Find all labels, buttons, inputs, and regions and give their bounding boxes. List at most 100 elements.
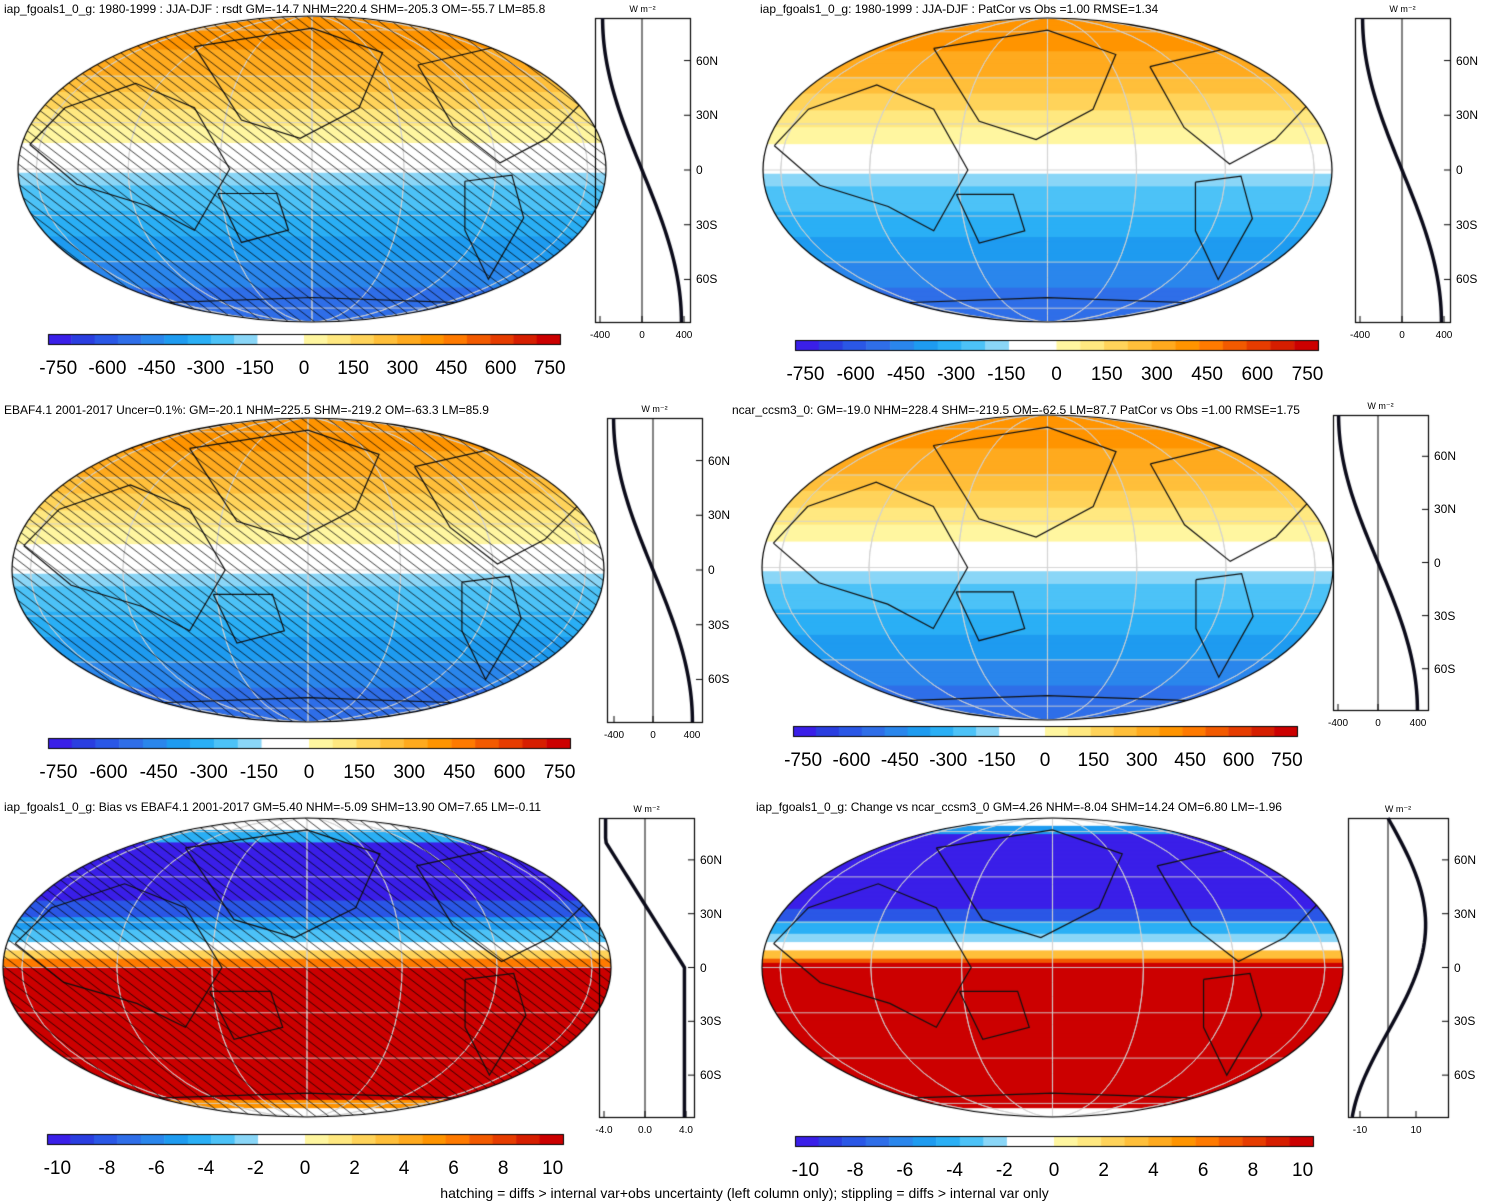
colorbar-tick-label: -2	[995, 1160, 1013, 1181]
colorbar-tick-label: 150	[1090, 364, 1123, 385]
colorbar-tick-label: -600	[88, 358, 127, 379]
colorbar-tick-label: -8	[98, 1158, 116, 1179]
figure-footer: hatching = diffs > internal var+obs unce…	[440, 1185, 1049, 1201]
colorbar-tick-label: 0	[1051, 364, 1062, 385]
colorbar-tick-label: -450	[886, 364, 925, 385]
profile-x-tick-label: -4.0	[595, 1125, 613, 1136]
colorbar-tick-label: 2	[349, 1158, 360, 1179]
colorbar-tick-label: -300	[189, 762, 228, 783]
profile-y-tick-label: 60S	[700, 1068, 722, 1083]
colorbar-tick-label: -600	[836, 364, 875, 385]
profile-y-tick-label: 60N	[1434, 449, 1457, 464]
profile-unit-label: W m⁻²	[629, 4, 656, 14]
profile-unit-label: W m⁻²	[1389, 4, 1416, 14]
profile-y-tick-label: 30S	[1456, 217, 1478, 232]
profile-x-tick-label: 0	[1375, 718, 1381, 729]
colorbar-tick-label: 750	[1291, 364, 1324, 385]
colorbar-tick-label: -300	[937, 364, 976, 385]
profile-x-tick-label: -10	[1352, 1125, 1368, 1136]
profile-unit-label: W m⁻²	[633, 804, 660, 814]
colorbar-tick-label: 750	[1271, 750, 1303, 771]
colorbar-tick-label: 8	[1247, 1160, 1259, 1181]
profile-x-tick-label: 400	[675, 330, 693, 341]
profile-x-tick-label: 400	[1435, 330, 1453, 341]
colorbar-tick-label: -8	[846, 1160, 864, 1181]
profile-x-tick-label: 10	[1410, 1125, 1422, 1136]
colorbar-tick-label: 6	[448, 1158, 459, 1179]
profile-y-tick-label: 60S	[1456, 272, 1478, 287]
colorbar-tick-label: -10	[43, 1158, 72, 1179]
colorbar-tick-label: 0	[298, 358, 310, 379]
profile-y-tick-label: 60S	[1454, 1068, 1476, 1083]
colorbar-tick-label: 8	[497, 1158, 509, 1179]
colorbar-tick-label: 300	[393, 762, 426, 783]
colorbar-tick-label: -2	[247, 1158, 264, 1179]
profile-x-tick-label: -400	[603, 730, 624, 741]
profile-y-tick-label: 30N	[696, 108, 719, 123]
colorbar-tick-label: 450	[435, 358, 468, 379]
colorbar-tick-label: -300	[186, 358, 225, 379]
profile-unit-label: W m⁻²	[641, 404, 668, 414]
colorbar-tick-label: -150	[235, 358, 274, 379]
colorbar-tick-label: -750	[39, 358, 78, 379]
colorbar-tick-label: 6	[1197, 1160, 1209, 1181]
colorbar-tick-label: 0	[1048, 1160, 1060, 1181]
profile-y-tick-label: 30S	[696, 217, 718, 232]
colorbar-tick-label: 300	[1125, 750, 1158, 771]
profile-y-tick-label: 30N	[1434, 502, 1457, 517]
colorbar-tick-label: 10	[1292, 1160, 1314, 1181]
profile-y-tick-label: 30N	[708, 508, 731, 523]
colorbar-tick-label: -4	[946, 1160, 963, 1181]
colorbar-tick-label: 0	[1039, 750, 1051, 771]
profile-x-tick-label: 4.0	[679, 1125, 693, 1136]
profile-x-tick-label: 0.0	[638, 1125, 652, 1136]
profile-y-tick-label: 0	[696, 163, 703, 177]
colorbar-tick-label: 450	[443, 762, 476, 783]
profile-x-tick-label: 0	[650, 730, 656, 741]
profile-x-tick-label: 0	[1399, 330, 1405, 341]
colorbar-tick-label: 300	[1141, 364, 1173, 385]
colorbar-tick-label: 450	[1174, 750, 1206, 771]
colorbar-tick-label: 600	[493, 762, 526, 783]
profile-y-tick-label: 60S	[708, 672, 730, 687]
profile-unit-label: W m⁻²	[1384, 804, 1412, 814]
profile-y-tick-label: 60N	[1454, 852, 1477, 867]
panel-title-1: iap_fgoals1_0_g: 1980-1999 : JJA-DJF : r…	[4, 2, 546, 16]
colorbar-tick-label: -150	[239, 762, 278, 783]
colorbar-tick-label: -10	[791, 1160, 820, 1181]
colorbar-tick-label: 2	[1098, 1160, 1109, 1181]
colorbar-tick-label: -600	[832, 750, 871, 771]
profile-y-tick-label: 30S	[708, 617, 730, 632]
profile-x-tick-label: 0	[639, 330, 645, 341]
profile-y-tick-label: 60N	[708, 453, 731, 468]
colorbar-tick-label: 600	[1222, 750, 1255, 771]
profile-unit-label: W m⁻²	[1367, 401, 1394, 411]
colorbar-tick-label: -600	[89, 762, 128, 783]
colorbar-tick-label: 300	[386, 358, 419, 379]
profile-y-tick-label: 0	[708, 563, 715, 577]
colorbar-tick-label: -750	[784, 750, 823, 771]
colorbar-tick-label: -6	[896, 1160, 914, 1181]
panel-title-2: iap_fgoals1_0_g: 1980-1999 : JJA-DJF : P…	[760, 2, 1159, 16]
colorbar-tick-label: 10	[542, 1158, 564, 1179]
profile-x-tick-label: -400	[1327, 718, 1348, 729]
colorbar-tick-label: -750	[786, 364, 825, 385]
profile-y-tick-label: 0	[1434, 555, 1441, 570]
colorbar-tick-label: -150	[987, 364, 1026, 385]
colorbar-tick-label: 600	[484, 358, 517, 379]
colorbar-tick-label: -450	[880, 750, 919, 771]
colorbar-tick-label: 450	[1191, 364, 1223, 385]
profile-y-tick-label: 0	[700, 960, 707, 975]
colorbar-tick-label: 150	[1077, 750, 1110, 771]
colorbar-tick-label: -300	[929, 750, 968, 771]
colorbar-tick-label: -450	[137, 358, 176, 379]
profile-y-tick-label: 60N	[700, 852, 723, 867]
colorbar-tick-label: 600	[1241, 364, 1274, 385]
profile-y-tick-label: 30S	[1434, 608, 1456, 623]
profile-y-tick-label: 30S	[700, 1014, 722, 1029]
colorbar-tick-label: 4	[398, 1158, 410, 1179]
profile-y-tick-label: 30S	[1454, 1014, 1476, 1029]
panel-title-4: ncar_ccsm3_0: GM=-19.0 NHM=228.4 SHM=-21…	[732, 403, 1300, 417]
profile-y-tick-label: 30N	[1456, 108, 1479, 123]
